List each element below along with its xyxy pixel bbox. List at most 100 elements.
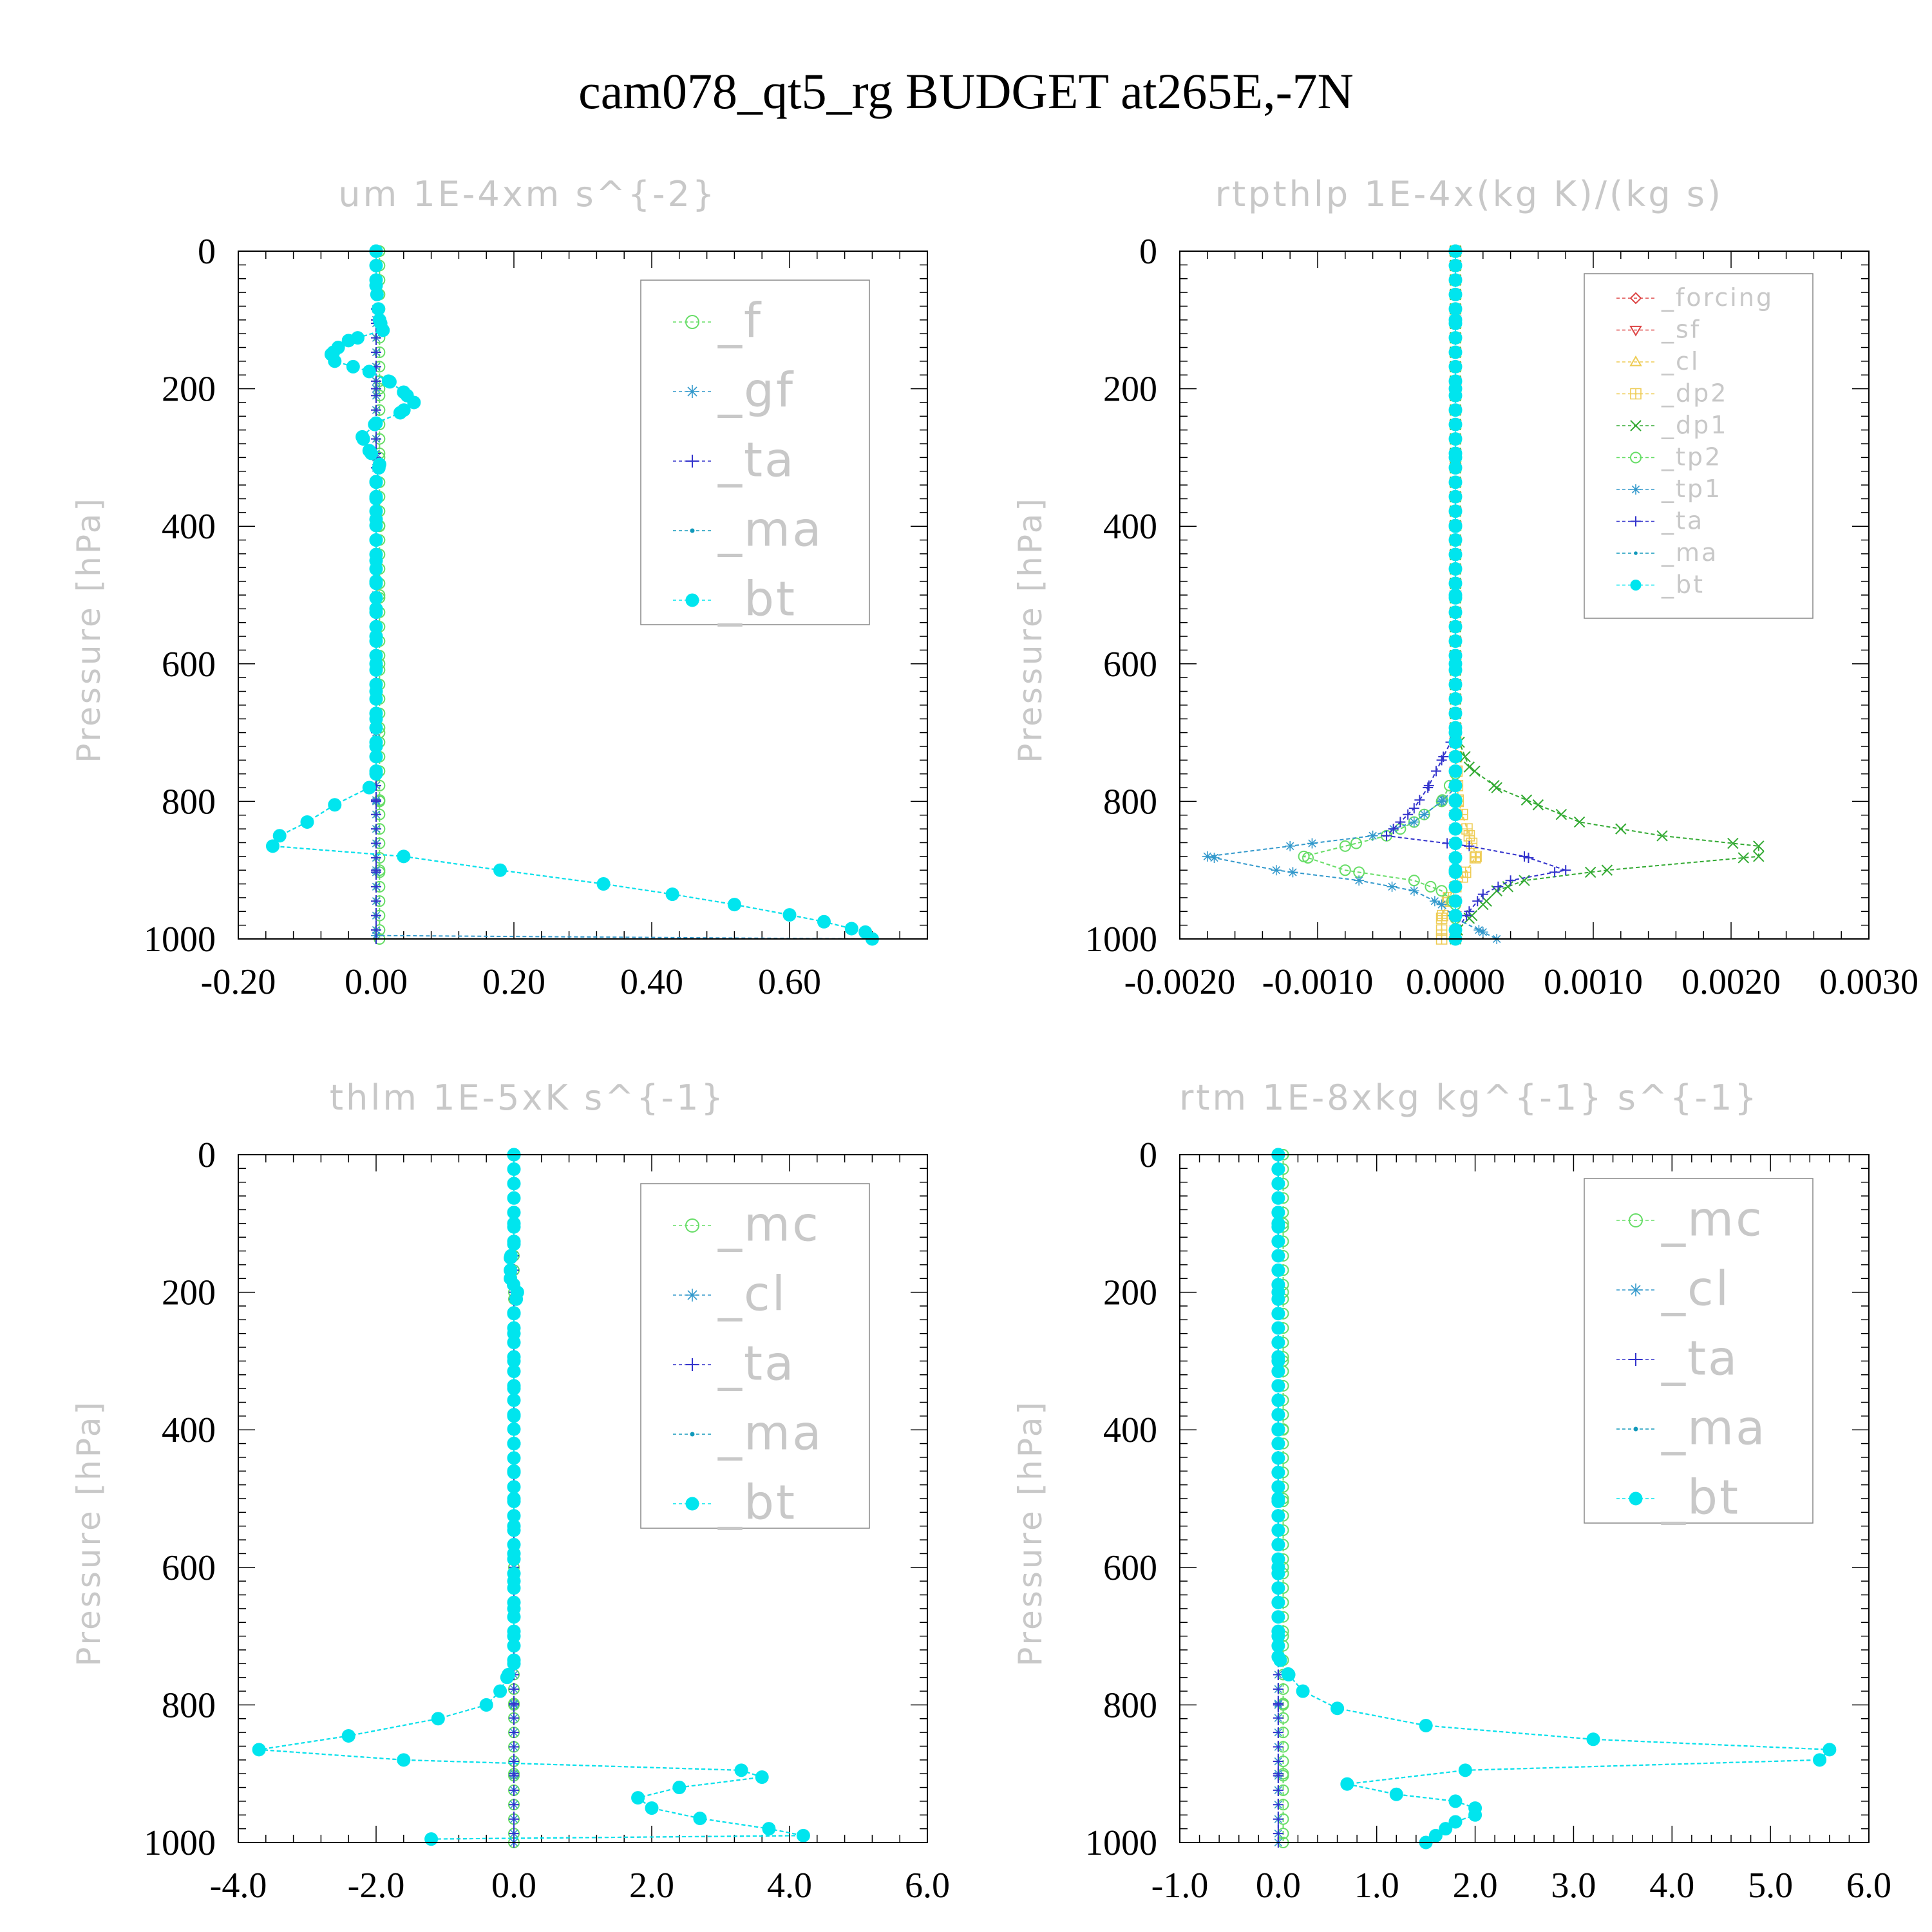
data-point (507, 1639, 521, 1653)
data-point (509, 1799, 519, 1810)
legend-marker (686, 455, 699, 468)
data-point (1271, 1437, 1285, 1451)
data-point (1209, 852, 1220, 863)
legend-marker (685, 1218, 699, 1233)
data-point (1448, 576, 1463, 591)
data-point (1448, 258, 1463, 272)
data-point (1448, 620, 1463, 634)
data-point (1448, 388, 1463, 402)
data-point (507, 1581, 521, 1595)
data-point (1519, 851, 1530, 862)
y-tick-label: 1000 (144, 1823, 216, 1863)
data-point (400, 388, 414, 402)
data-point (1271, 1364, 1285, 1378)
data-point (509, 1727, 519, 1738)
data-point (1339, 840, 1351, 852)
data-point (509, 1814, 519, 1824)
data-point (371, 852, 381, 863)
data-point (371, 390, 381, 401)
data-point (1419, 1718, 1433, 1732)
data-point (493, 1684, 507, 1698)
data-point (1403, 809, 1414, 820)
y-tick-label: 600 (1103, 645, 1157, 685)
data-point (1615, 823, 1627, 835)
data-point (1448, 706, 1463, 721)
data-point (371, 824, 381, 835)
data-point (369, 649, 383, 663)
data-point (1273, 1712, 1283, 1723)
data-point (1350, 837, 1362, 849)
data-point (1813, 1753, 1827, 1767)
legend-label: _ma (717, 502, 823, 558)
data-point (1271, 1393, 1285, 1407)
data-point (1271, 1566, 1285, 1580)
data-point (509, 1828, 519, 1839)
data-point (1414, 795, 1425, 806)
data-point (371, 896, 381, 907)
data-point (509, 1698, 519, 1709)
legend-box (640, 1183, 870, 1529)
legend-label: _bt (717, 572, 797, 627)
data-point (504, 1249, 518, 1263)
legend-marker (685, 593, 699, 607)
data-point (507, 1523, 521, 1537)
data-point (362, 365, 376, 379)
data-point (1753, 851, 1765, 862)
data-point (507, 1610, 521, 1624)
panel-3: thlm 1E-5xK s^{-1} Pressure [hPa] 0 200 400 6… (70, 1077, 950, 1906)
data-point (1271, 1422, 1285, 1436)
data-point (1273, 1828, 1283, 1839)
data-point (1435, 885, 1448, 897)
legend-label: _ma (1661, 1401, 1766, 1456)
data-point (341, 1728, 355, 1743)
data-point (1448, 1815, 1463, 1829)
panel-title: rtpthlp 1E-4x(kg K)/(kg s) (1215, 174, 1723, 214)
series-ma (1276, 1153, 1832, 1844)
data-point (1271, 1595, 1285, 1609)
y-tick-label: 800 (1103, 782, 1157, 822)
data-point (371, 910, 381, 921)
data-point (1271, 1235, 1285, 1249)
legend-label: _tp1 (1661, 475, 1722, 503)
y-tick-label: 200 (162, 1273, 216, 1313)
data-point (1464, 840, 1475, 851)
data-point (1448, 851, 1463, 865)
data-point (506, 1278, 520, 1292)
data-point (381, 374, 395, 388)
data-point (509, 1292, 524, 1306)
data-point (1448, 735, 1463, 750)
data-point (1448, 909, 1463, 923)
data-point (346, 359, 360, 374)
legend-marker (1630, 388, 1642, 400)
data-point (1271, 1610, 1285, 1624)
data-point (1273, 1741, 1283, 1752)
y-tick-label: 600 (1103, 1548, 1157, 1588)
data-point (1271, 1321, 1285, 1335)
x-tick-label: -0.20 (201, 962, 276, 1002)
data-point (1505, 875, 1516, 886)
data-point (272, 829, 287, 843)
data-point (1448, 634, 1463, 649)
data-point (507, 1336, 521, 1350)
legend-label: _ta (717, 1336, 795, 1392)
data-point (356, 432, 370, 446)
data-point (1271, 1278, 1285, 1292)
data-point (1273, 1785, 1283, 1795)
series-tp2 (1298, 245, 1461, 945)
data-point (1459, 751, 1471, 762)
data-point (507, 1191, 521, 1205)
data-point (369, 533, 383, 547)
data-point (1271, 1538, 1285, 1552)
y-axis-label: Pressure [hPa] (1012, 1399, 1049, 1667)
data-point (1448, 1794, 1463, 1808)
data-point (1202, 851, 1213, 862)
legend-marker (1629, 292, 1642, 305)
data-point (1271, 1350, 1285, 1364)
data-point (1448, 504, 1463, 518)
data-point (369, 605, 383, 620)
data-point (369, 692, 383, 706)
data-point (507, 1566, 521, 1580)
data-point (1271, 1581, 1285, 1595)
legend-marker (1633, 1426, 1638, 1432)
data-point (1555, 808, 1567, 820)
